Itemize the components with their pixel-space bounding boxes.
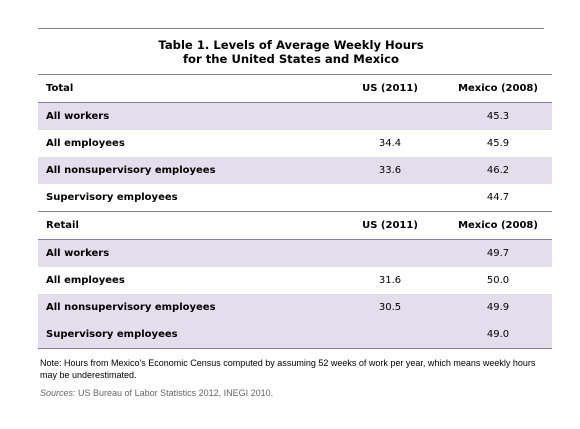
section-label: Retail [38, 211, 336, 240]
us-value [336, 321, 444, 349]
section-header-retail: Retail US (2011) Mexico (2008) [38, 211, 552, 240]
mexico-value: 45.9 [486, 138, 510, 149]
row-label: All workers [38, 102, 336, 130]
table-title: Table 1. Levels of Average Weekly Hours … [38, 29, 544, 74]
table-figure: Table 1. Levels of Average Weekly Hours … [38, 28, 552, 399]
row-label: All nonsupervisory employees [38, 294, 336, 321]
table-title-line-2: for the United States and Mexico [182, 52, 399, 66]
us-value [336, 239, 444, 267]
column-header-mexico: Mexico (2008) [444, 74, 552, 103]
sources-label: Sources: [40, 388, 76, 398]
section-header-total: Total US (2011) Mexico (2008) [38, 74, 552, 103]
us-value: 33.6 [336, 157, 444, 184]
weekly-hours-table: Total US (2011) Mexico (2008) All worker… [38, 74, 552, 349]
mexico-value: 49.9 [444, 294, 552, 321]
us-value [336, 184, 444, 212]
table-row: Supervisory employees 44.7 [38, 184, 552, 212]
mexico-value: 50.0 [486, 275, 510, 286]
row-label: Supervisory employees [46, 192, 178, 203]
row-label: All nonsupervisory employees [38, 157, 336, 184]
row-label: All workers [38, 239, 336, 267]
table-row: Supervisory employees 49.0 [38, 321, 552, 349]
table-title-line-1: Table 1. Levels of Average Weekly Hours [158, 38, 424, 52]
section-label: Total [38, 74, 336, 103]
table-row: All nonsupervisory employees 30.5 49.9 [38, 294, 552, 321]
mexico-value: 45.3 [444, 102, 552, 130]
row-label: All employees [46, 138, 125, 149]
column-header-us: US (2011) [336, 211, 444, 240]
us-value: 34.4 [378, 138, 402, 149]
row-label: Supervisory employees [38, 321, 336, 349]
mexico-value: 49.0 [444, 321, 552, 349]
mexico-value: 49.7 [444, 239, 552, 267]
table-row: All nonsupervisory employees 33.6 46.2 [38, 157, 552, 184]
us-value [336, 102, 444, 130]
row-label: All employees [46, 275, 125, 286]
sources-text: US Bureau of Labor Statistics 2012, INEG… [75, 388, 274, 398]
mexico-value: 46.2 [444, 157, 552, 184]
table-sources: Sources: US Bureau of Labor Statistics 2… [38, 387, 544, 399]
table-row: All workers 49.7 [38, 239, 552, 267]
us-value: 31.6 [378, 275, 402, 286]
table-row: All employees 31.6 50.0 [38, 267, 552, 294]
mexico-value: 44.7 [486, 192, 510, 203]
table-row: All employees 34.4 45.9 [38, 130, 552, 157]
column-header-mexico: Mexico (2008) [444, 211, 552, 240]
table-note: Note: Hours from Mexico's Economic Censu… [40, 358, 536, 380]
table-row: All workers 45.3 [38, 102, 552, 130]
top-rule [38, 28, 544, 29]
column-header-us: US (2011) [336, 74, 444, 103]
us-value: 30.5 [336, 294, 444, 321]
